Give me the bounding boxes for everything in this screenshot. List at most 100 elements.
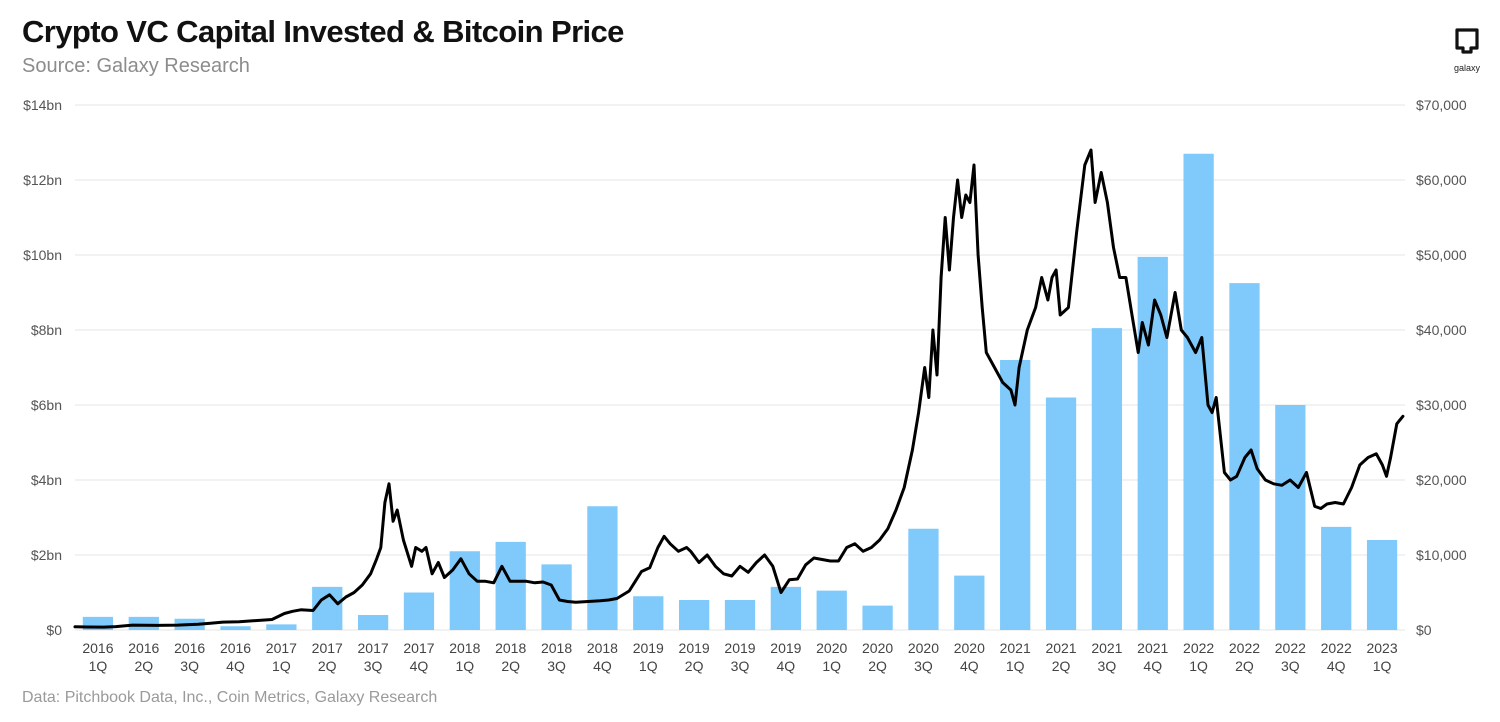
right-tick-label: $10,000 (1416, 547, 1467, 563)
bar (908, 528, 939, 630)
galaxy-logo: galaxy (1447, 26, 1487, 73)
x-tick-year: 2021 (1137, 640, 1168, 656)
x-tick-year: 2019 (724, 640, 755, 656)
x-tick-year: 2018 (495, 640, 526, 656)
right-tick-label: $70,000 (1416, 97, 1467, 113)
x-tick-quarter: 4Q (593, 658, 612, 674)
galaxy-logo-icon (1455, 28, 1479, 54)
left-tick-label: $4bn (31, 472, 62, 488)
x-tick-year: 2019 (633, 640, 664, 656)
right-tick-label: $60,000 (1416, 172, 1467, 188)
bar (770, 586, 801, 630)
x-tick-year: 2018 (587, 640, 618, 656)
bar (633, 596, 664, 630)
x-tick-quarter: 3Q (180, 658, 199, 674)
x-tick-quarter: 1Q (272, 658, 291, 674)
x-tick-year: 2016 (82, 640, 113, 656)
x-tick-year: 2016 (220, 640, 251, 656)
x-tick-quarter: 3Q (914, 658, 933, 674)
x-tick-year: 2018 (541, 640, 572, 656)
left-tick-label: $8bn (31, 322, 62, 338)
bar-series (82, 153, 1398, 630)
bar (1366, 540, 1398, 630)
x-tick-quarter: 1Q (1373, 658, 1392, 674)
right-tick-label: $50,000 (1416, 247, 1467, 263)
x-tick-year: 2020 (954, 640, 985, 656)
bitcoin-price-line (73, 148, 1405, 629)
left-tick-label: $0 (46, 622, 62, 638)
bar (862, 605, 893, 630)
x-tick-quarter: 2Q (868, 658, 887, 674)
bar (403, 592, 435, 630)
x-tick-quarter: 2Q (134, 658, 153, 674)
right-tick-label: $40,000 (1416, 322, 1467, 338)
bar (128, 616, 159, 630)
x-tick-quarter: 4Q (1143, 658, 1162, 674)
x-tick-year: 2018 (449, 640, 480, 656)
x-tick-quarter: 3Q (731, 658, 750, 674)
bar (1183, 153, 1214, 630)
x-tick-quarter: 4Q (410, 658, 429, 674)
x-tick-quarter: 2Q (1235, 658, 1254, 674)
gridlines (75, 104, 1405, 631)
bar (1321, 526, 1352, 630)
x-tick-quarter: 1Q (1189, 658, 1208, 674)
x-tick-quarter: 3Q (364, 658, 383, 674)
x-tick-year: 2022 (1183, 640, 1214, 656)
bar (679, 600, 710, 630)
left-tick-label: $6bn (31, 397, 62, 413)
bar (266, 624, 297, 630)
chart-footer: Data: Pitchbook Data, Inc., Coin Metrics… (22, 689, 438, 706)
x-tick-quarter: 3Q (1098, 658, 1117, 674)
right-tick-label: $0 (1416, 622, 1432, 638)
x-tick-year: 2023 (1366, 640, 1397, 656)
x-tick-quarter: 4Q (777, 658, 796, 674)
left-axis-ticks: $0 $2bn $4bn $6bn $8bn $10bn $12bn $14bn (23, 97, 62, 638)
x-tick-year: 2016 (128, 640, 159, 656)
x-tick-quarter: 4Q (1327, 658, 1346, 674)
x-tick-year: 2022 (1229, 640, 1260, 656)
x-tick-year: 2020 (862, 640, 893, 656)
left-tick-label: $10bn (23, 247, 62, 263)
x-tick-quarter: 1Q (1006, 658, 1025, 674)
x-tick-quarter: 4Q (226, 658, 245, 674)
x-tick-quarter: 2Q (685, 658, 704, 674)
bar (954, 575, 985, 630)
x-tick-quarter: 1Q (455, 658, 474, 674)
x-axis-ticks: 2016 1Q 2016 2Q 2016 3Q 2016 4Q 2017 1Q 2017 2Q 2017… (82, 640, 1397, 674)
x-tick-year: 2021 (1091, 640, 1122, 656)
x-tick-year: 2016 (174, 640, 205, 656)
x-tick-year: 2021 (1000, 640, 1031, 656)
x-tick-year: 2019 (770, 640, 801, 656)
right-tick-label: $20,000 (1416, 472, 1467, 488)
chart-subtitle: Source: Galaxy Research (22, 55, 250, 77)
logo-text: galaxy (1453, 63, 1480, 73)
bar (312, 586, 343, 630)
x-tick-year: 2020 (816, 640, 847, 656)
bar (357, 615, 389, 630)
x-tick-year: 2021 (1045, 640, 1076, 656)
bar (816, 590, 847, 630)
left-tick-label: $14bn (23, 97, 62, 113)
x-tick-quarter: 3Q (547, 658, 566, 674)
right-axis-ticks: $0 $10,000 $20,000 $30,000 $40,000 $50,000 $60… (1416, 97, 1467, 638)
x-tick-year: 2017 (266, 640, 297, 656)
left-tick-label: $2bn (31, 547, 62, 563)
x-tick-quarter: 1Q (639, 658, 658, 674)
x-tick-year: 2020 (908, 640, 939, 656)
price-line-series (73, 148, 1405, 629)
x-tick-quarter: 2Q (318, 658, 337, 674)
bar (1091, 328, 1123, 630)
bar (1045, 397, 1077, 630)
x-tick-quarter: 1Q (89, 658, 108, 674)
right-tick-label: $30,000 (1416, 397, 1467, 413)
x-tick-quarter: 2Q (1052, 658, 1071, 674)
x-tick-year: 2017 (403, 640, 434, 656)
x-tick-year: 2017 (312, 640, 343, 656)
x-tick-year: 2022 (1321, 640, 1352, 656)
bar (724, 600, 756, 630)
bar (220, 626, 251, 630)
x-tick-quarter: 2Q (501, 658, 520, 674)
x-tick-quarter: 3Q (1281, 658, 1300, 674)
